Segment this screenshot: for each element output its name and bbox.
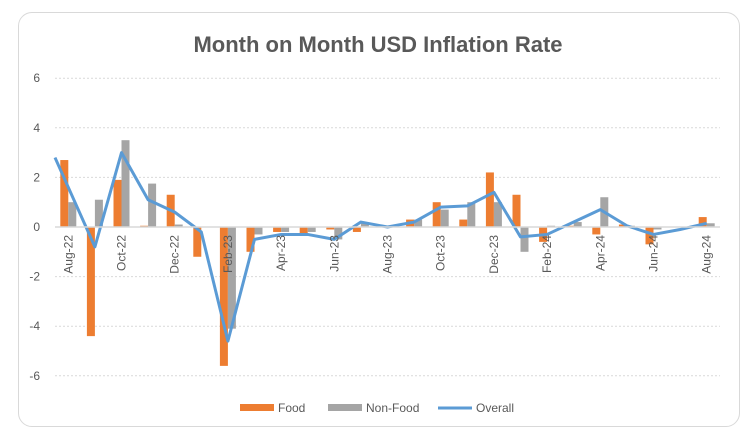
bar-food xyxy=(432,202,441,227)
y-tick-label: -6 xyxy=(29,369,40,383)
bar-non-food xyxy=(174,224,183,227)
y-tick-label: 2 xyxy=(33,170,40,184)
legend-swatch-food xyxy=(240,404,274,411)
x-tick-label: Apr-24 xyxy=(593,235,607,271)
legend-label-non-food: Non-Food xyxy=(366,401,419,415)
x-tick-label: Aug-24 xyxy=(700,235,714,274)
bar-food xyxy=(219,227,228,366)
bar-food xyxy=(86,227,95,337)
bar-food xyxy=(645,227,654,245)
bar-non-food xyxy=(467,202,476,227)
bar-non-food xyxy=(573,222,582,227)
x-tick-label: Apr-23 xyxy=(274,235,288,271)
x-tick-label: Dec-22 xyxy=(168,235,182,274)
bar-food xyxy=(459,219,468,227)
bar-food xyxy=(273,227,282,232)
x-tick-label: Oct-23 xyxy=(434,235,448,271)
y-tick-label: 0 xyxy=(33,220,40,234)
x-tick-label: Feb-24 xyxy=(540,235,554,273)
chart-card xyxy=(18,12,740,427)
y-tick-label: 6 xyxy=(33,71,40,85)
bar-non-food xyxy=(121,140,130,227)
bar-food xyxy=(512,194,521,227)
bar-non-food xyxy=(440,209,449,227)
bar-non-food xyxy=(254,227,263,235)
x-tick-label: Jun-23 xyxy=(327,235,341,272)
x-tick-label: Aug-23 xyxy=(381,235,395,274)
x-tick-label: Aug-22 xyxy=(61,235,75,274)
legend-label-food: Food xyxy=(278,401,305,415)
bar-food xyxy=(299,227,308,235)
x-tick-label: Dec-23 xyxy=(487,235,501,274)
bar-food xyxy=(113,179,122,227)
legend-swatch-non-food xyxy=(328,404,362,411)
bar-food xyxy=(485,172,494,227)
bar-food xyxy=(618,224,627,227)
chart-title: Month on Month USD Inflation Rate xyxy=(193,32,562,57)
bar-food xyxy=(592,227,601,235)
legend: Food Non-Food Overall xyxy=(240,401,514,415)
bar-food xyxy=(326,227,335,230)
bar-non-food xyxy=(307,227,316,232)
y-tick-label: -2 xyxy=(29,270,40,284)
bar-non-food xyxy=(653,227,662,230)
bar-non-food xyxy=(227,227,236,329)
bar-non-food xyxy=(148,183,157,227)
bar-non-food xyxy=(520,227,529,252)
x-tick-label: Oct-22 xyxy=(115,235,129,271)
bar-non-food xyxy=(94,199,103,227)
bar-food xyxy=(352,227,361,232)
y-tick-label: 4 xyxy=(33,121,40,135)
x-tick-label: Jun-24 xyxy=(647,235,661,272)
bar-non-food xyxy=(334,227,343,240)
legend-label-overall: Overall xyxy=(476,401,514,415)
bar-non-food xyxy=(360,222,369,227)
bar-food xyxy=(193,227,202,257)
bar-food xyxy=(246,227,255,252)
bar-non-food xyxy=(68,202,77,227)
bar-food xyxy=(60,160,69,227)
x-tick-label: Feb-23 xyxy=(221,235,235,273)
y-tick-label: -4 xyxy=(29,319,40,333)
bar-non-food xyxy=(493,202,502,227)
bar-food xyxy=(698,217,707,227)
bar-non-food xyxy=(706,223,715,227)
bar-non-food xyxy=(281,227,290,232)
bar-non-food xyxy=(414,219,423,227)
